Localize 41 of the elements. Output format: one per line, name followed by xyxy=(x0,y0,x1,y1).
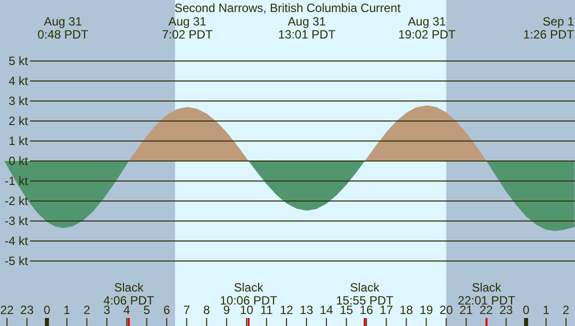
y-tick-label: 5 kt xyxy=(8,54,29,68)
x-tick-label: 7 xyxy=(183,303,190,317)
x-tick-label: 14 xyxy=(320,303,334,317)
x-tick-label: 2 xyxy=(84,303,91,317)
y-tick-label: 2 kt xyxy=(8,114,29,128)
annotation: Aug 31 19:02 PDT xyxy=(398,14,456,42)
x-tick-label: 17 xyxy=(380,303,394,317)
x-tick-label: 22 xyxy=(479,303,494,317)
x-tick-label: 21 xyxy=(460,303,474,317)
x-tick-label: 8 xyxy=(203,303,210,317)
x-tick-label: 5 xyxy=(143,303,150,317)
y-tick-label: 3 kt xyxy=(8,94,29,108)
x-tick-label: 6 xyxy=(163,303,170,317)
x-tick-label: 22 xyxy=(0,303,14,317)
x-tick-label: 0 xyxy=(522,303,530,317)
x-tick-label: 0 xyxy=(44,303,51,317)
y-tick-label: -2 kt xyxy=(4,194,29,208)
y-tick-label: -5 kt xyxy=(4,254,29,268)
annotation: Aug 31 13:01 PDT xyxy=(278,14,336,42)
y-tick-label: -3 kt xyxy=(4,214,29,228)
x-tick-label: 20 xyxy=(440,303,454,317)
x-tick-label: 2 xyxy=(562,303,570,317)
annotation: Sep 1 1:26 PDT xyxy=(523,14,575,42)
y-tick-label: -1 kt xyxy=(4,174,29,188)
x-tick-label: 18 xyxy=(400,303,414,317)
x-tick-label: 23 xyxy=(20,303,34,317)
x-tick-label: 1 xyxy=(542,303,550,317)
annotation: Aug 31 0:48 PDT xyxy=(38,14,89,42)
y-tick-label: 4 kt xyxy=(8,74,29,88)
x-tick-label: 1 xyxy=(64,303,71,317)
x-tick-label: 3 xyxy=(103,303,110,317)
x-tick-label: 12 xyxy=(280,303,294,317)
chart-title: Second Narrows, British Columbia Current xyxy=(174,1,402,15)
x-tick-label: 19 xyxy=(420,303,434,317)
x-tick-label: 13 xyxy=(300,303,314,317)
y-tick-label: 1 kt xyxy=(8,134,29,148)
x-tick-label: 23 xyxy=(499,303,514,317)
x-tick-label: 4 xyxy=(123,303,130,317)
annotation: Aug 31 7:02 PDT xyxy=(162,14,214,42)
y-tick-label: -4 kt xyxy=(4,234,29,248)
x-tick-label: 11 xyxy=(260,303,274,317)
